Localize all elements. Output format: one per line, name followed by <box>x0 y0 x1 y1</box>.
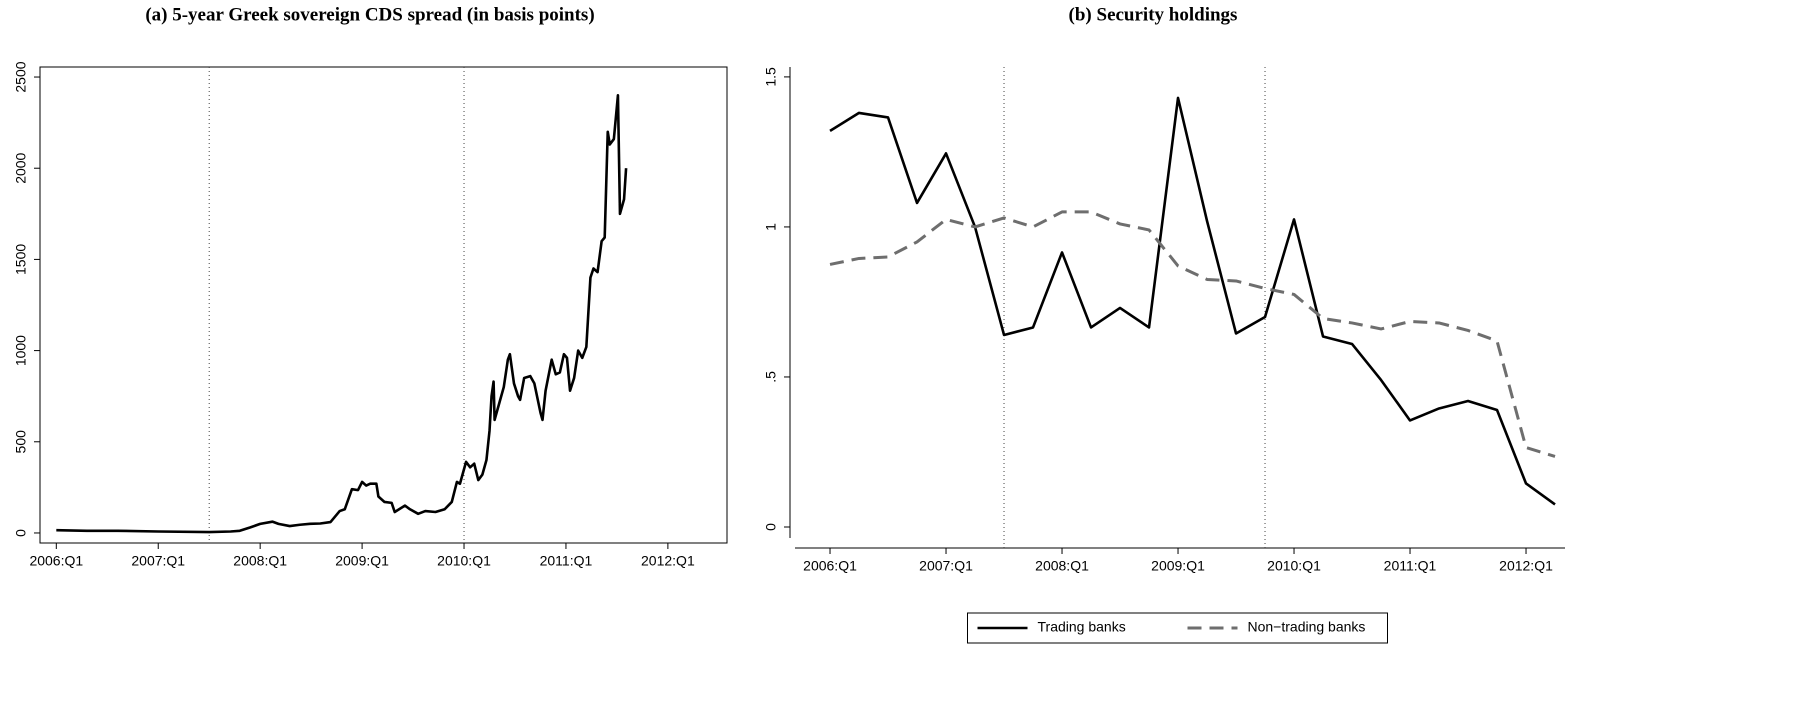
y-tick-label: .5 <box>763 371 779 383</box>
data-line <box>56 93 628 534</box>
legend-box <box>967 612 1388 644</box>
x-tick-label: 2007:Q1 <box>919 558 973 574</box>
chart-title: (b) Security holdings <box>1069 4 1238 25</box>
x-tick-label: 2009:Q1 <box>335 553 389 569</box>
x-tick-label: 2010:Q1 <box>1267 558 1321 574</box>
x-tick-label: 2011:Q1 <box>540 553 593 569</box>
data-line <box>829 96 1556 506</box>
x-tick-label: 2010:Q1 <box>437 553 491 569</box>
y-tick-label: 1 <box>763 223 779 231</box>
data-line <box>829 210 1556 458</box>
y-tick-label: 0 <box>13 529 29 537</box>
x-tick-label: 2008:Q1 <box>233 553 287 569</box>
x-tick-label: 2008:Q1 <box>1035 558 1089 574</box>
x-tick-label: 2006:Q1 <box>29 553 83 569</box>
legend-label: Non−trading banks <box>1248 619 1366 635</box>
x-tick-label: 2012:Q1 <box>641 553 695 569</box>
y-tick-label: 1.5 <box>763 67 779 87</box>
y-tick-label: 2500 <box>13 61 29 92</box>
x-tick-label: 2009:Q1 <box>1151 558 1205 574</box>
x-tick-label: 2012:Q1 <box>1499 558 1553 574</box>
y-tick-label: 500 <box>13 430 29 454</box>
legend-label: Trading banks <box>1038 619 1126 635</box>
plot-frame <box>39 66 728 544</box>
chart-title: (a) 5-year Greek sovereign CDS spread (i… <box>145 4 594 25</box>
x-tick-label: 2006:Q1 <box>803 558 857 574</box>
y-tick-label: 1000 <box>13 335 29 366</box>
y-tick-label: 0 <box>763 523 779 531</box>
x-tick-label: 2007:Q1 <box>131 553 185 569</box>
x-tick-label: 2011:Q1 <box>1384 558 1437 574</box>
y-tick-label: 2000 <box>13 152 29 183</box>
y-tick-label: 1500 <box>13 244 29 275</box>
